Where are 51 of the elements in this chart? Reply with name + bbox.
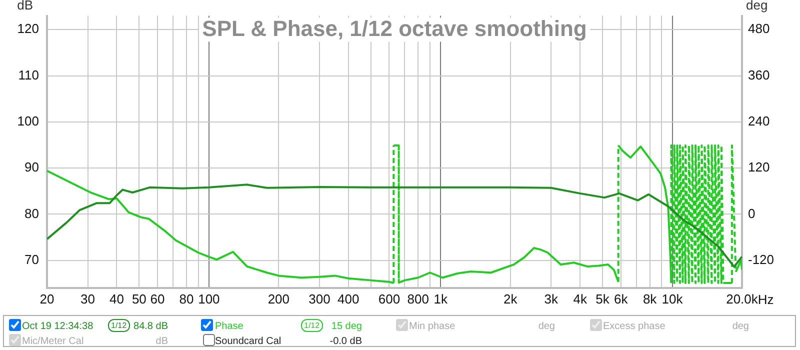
smoothing-icon: 1/12 (108, 319, 130, 332)
x-tick-label: 200 (268, 291, 290, 306)
y2-axis-title: deg (746, 0, 768, 13)
y2-tick-label: 360 (748, 67, 770, 82)
text: deg (538, 320, 555, 333)
y2-tick-label: 120 (748, 160, 770, 175)
x-tick-label: 30 (80, 291, 96, 306)
text: deg (732, 320, 749, 333)
y2-tick-label: 240 (748, 113, 770, 128)
y2-tick-label: 480 (748, 21, 770, 36)
x-tick-label: 2k (503, 291, 518, 306)
y-tick-label: 110 (18, 67, 39, 82)
x-tick-label: 8k (642, 291, 658, 306)
x-tick-label: 600 (378, 291, 400, 306)
text: Mic/Meter Cal (22, 335, 84, 348)
x-tick-label: 80 (179, 291, 194, 306)
x-tick-label: 20 (40, 291, 54, 306)
y2-tick-label: -120 (748, 252, 774, 267)
legend-label: Oct 19 12:34:38 (22, 320, 94, 333)
x-tick-label: 6k (614, 291, 628, 306)
x-tick-label: 400 (338, 291, 360, 306)
x-tick-label: 300 (308, 291, 330, 306)
y-tick-label: 70 (24, 252, 39, 267)
text: Min phase (409, 320, 456, 333)
y-tick-label: 90 (24, 160, 39, 175)
text: 15 deg (331, 320, 362, 333)
x-tick-label: 50 (132, 291, 146, 306)
x-tick-label: 10k (662, 291, 684, 306)
text: Soundcard Cal (215, 335, 282, 348)
x-tick-label: 60 (150, 291, 165, 306)
x-tick-label: 1k (434, 291, 448, 306)
text: 84.8 dB (134, 320, 168, 333)
y2-tick-label: 0 (748, 206, 756, 221)
text: dB (156, 335, 168, 348)
x-tick-label: 800 (407, 291, 429, 306)
smoothing-icon: 1/12 (301, 319, 323, 332)
text: Phase (215, 320, 244, 333)
x-tick-label: 5k (596, 291, 610, 306)
y-tick-label: 80 (24, 206, 39, 221)
y-tick-label: 120 (17, 21, 39, 36)
x-tick-label: 20.0k (726, 291, 758, 306)
x-tick-label: 40 (110, 291, 124, 306)
x-tick-label: 3k (544, 291, 558, 306)
text: Excess phase (603, 320, 666, 333)
x-tick-label: 4k (573, 291, 588, 306)
y-tick-label: 100 (17, 113, 39, 128)
x-tick-label: 100 (198, 291, 220, 306)
text: -0.0 dB (330, 335, 362, 348)
y-axis-title: dB (17, 0, 33, 13)
x-axis-title: Hz (758, 292, 774, 308)
chart-title: SPL & Phase, 1/12 octave smoothing (202, 16, 587, 41)
